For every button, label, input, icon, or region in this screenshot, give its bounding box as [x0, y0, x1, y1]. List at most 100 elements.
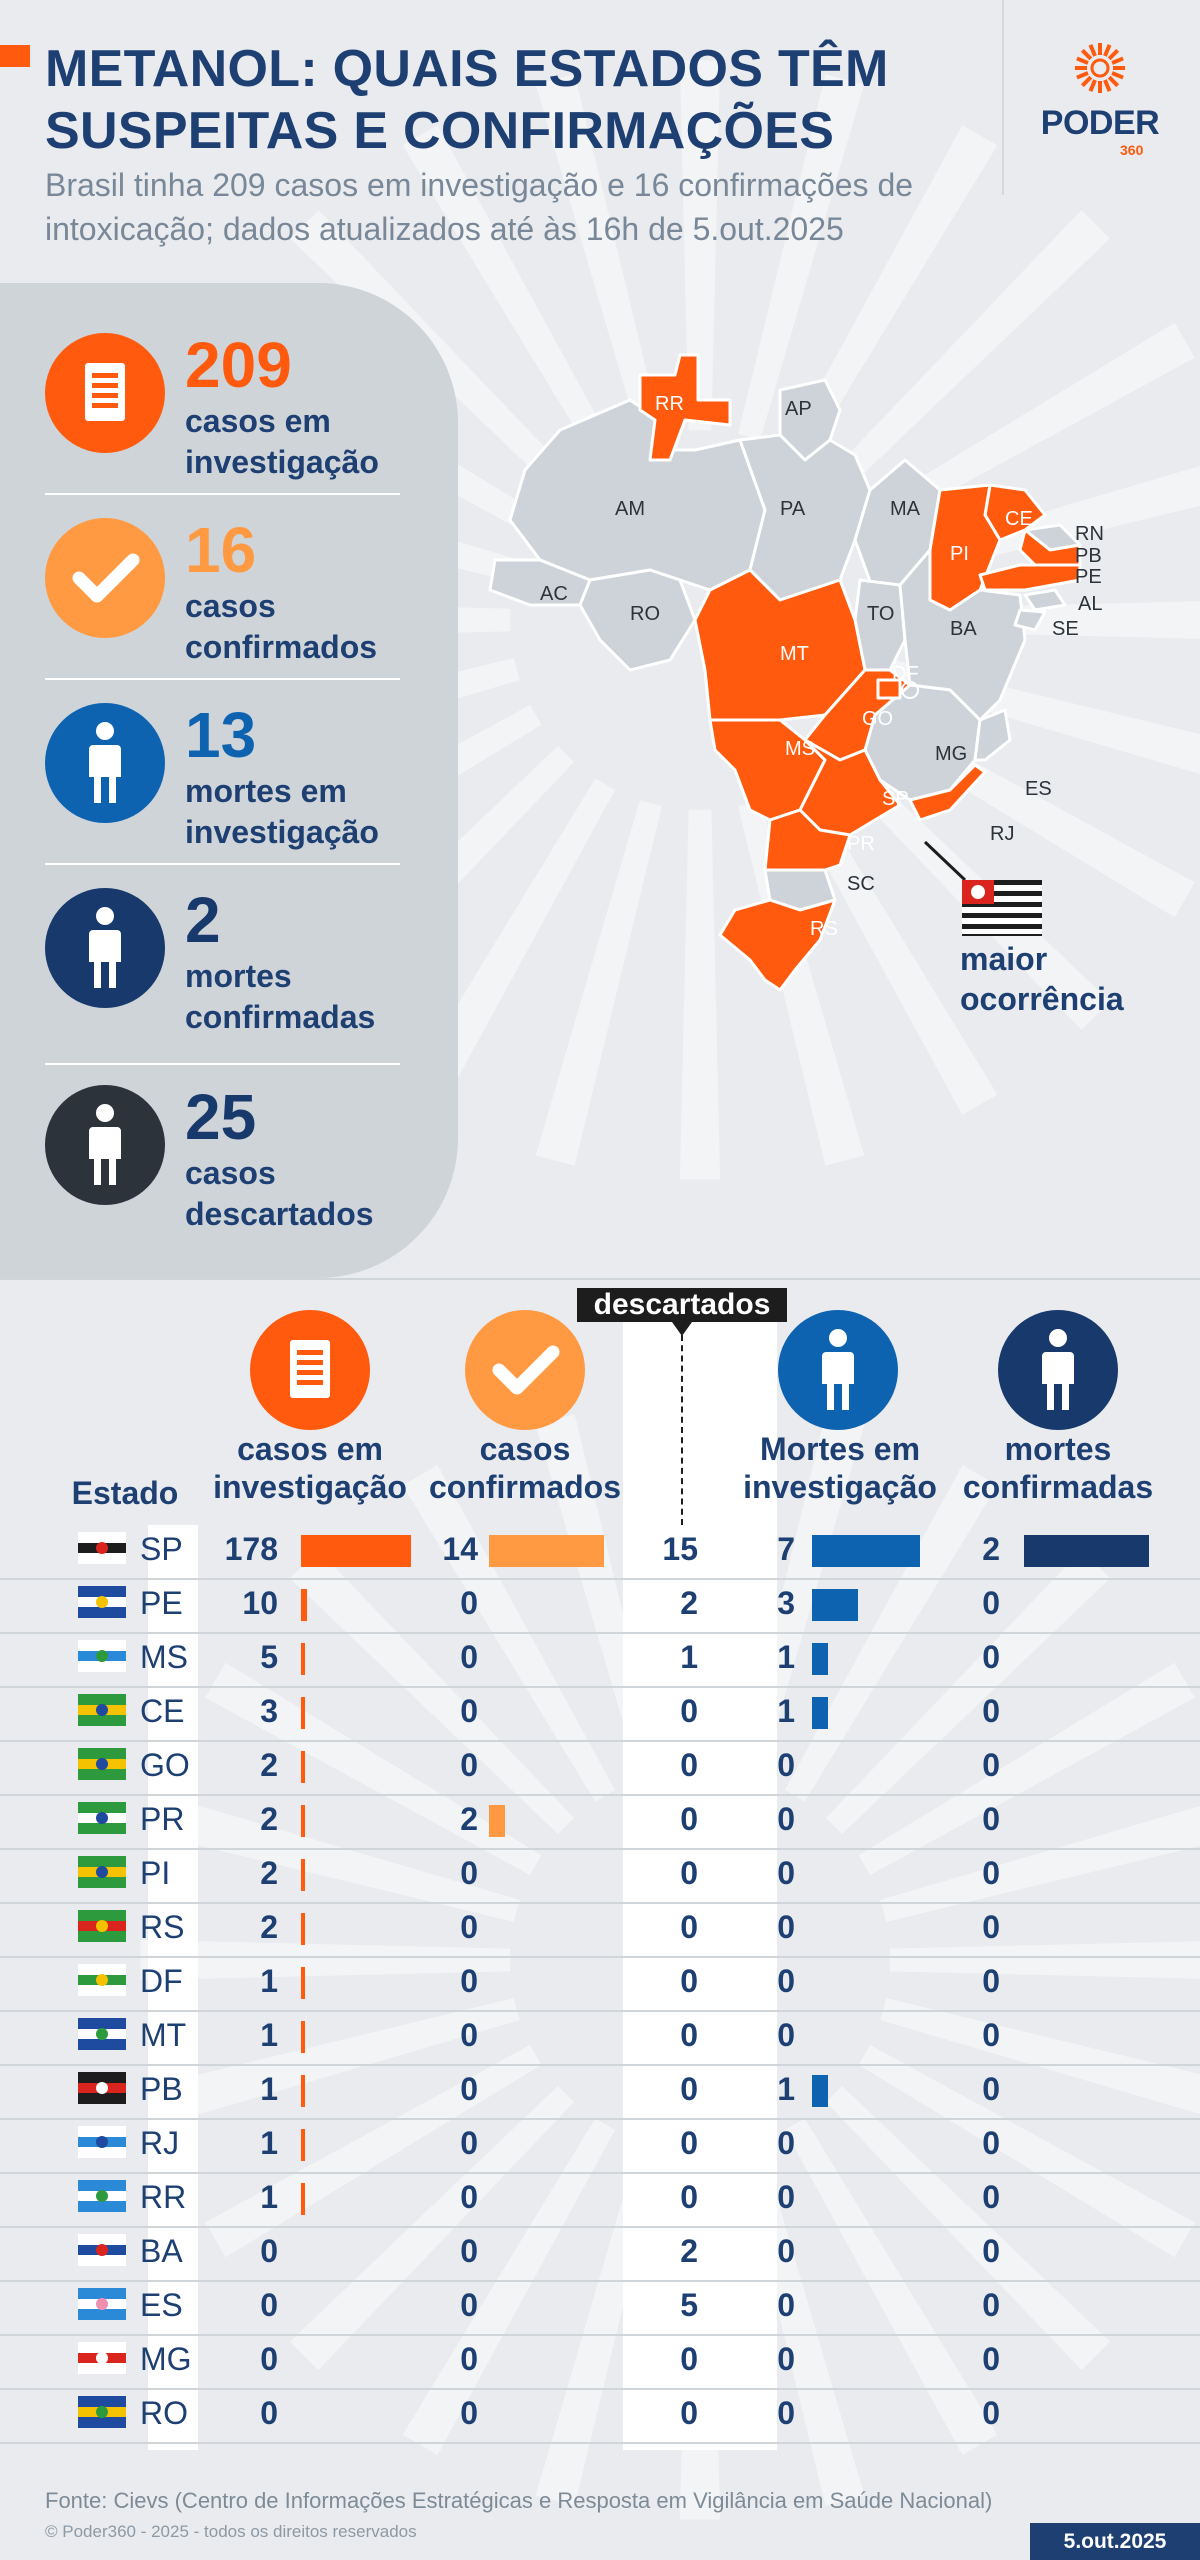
copyright-note: © Poder360 - 2025 - todos os direitos re…: [45, 2522, 417, 2541]
row-deaths-confirmed-value: 0: [982, 1639, 1000, 1675]
stat-divider: [45, 493, 400, 495]
map-label-pr: PR: [847, 833, 875, 855]
row-deaths-confirmed-value: 0: [982, 2071, 1000, 2107]
map-label-es: ES: [1025, 778, 1052, 800]
flag-rj-icon: [78, 2126, 126, 2158]
logo-ray: [1098, 81, 1102, 93]
stat-deaths-confirmed-label: mortes confirmadas: [185, 958, 376, 1035]
row-state: MS: [140, 1639, 188, 1675]
row-deaths-confirmed-value: 2: [982, 1531, 1000, 1567]
row-deaths-investigation-bar: [812, 1643, 828, 1675]
row-state: RO: [140, 2395, 188, 2431]
title-accent-bar: [0, 45, 30, 67]
person-icon: [998, 1310, 1118, 1430]
person-icon: [45, 1085, 165, 1205]
table-row: GO 2 0 0 0 0: [0, 1741, 1200, 1796]
row-deaths-investigation-bar: [812, 2075, 828, 2107]
row-state: BA: [140, 2233, 183, 2269]
map-label-am: AM: [615, 498, 645, 520]
state-SE: [1013, 608, 1047, 632]
state-RS: [718, 898, 837, 992]
map-label-mg: MG: [935, 743, 967, 765]
table-row: PR 2 2 0 0 0: [0, 1795, 1200, 1850]
map-label-pe: PE: [1075, 566, 1102, 588]
row-investigation-value: 1: [260, 2125, 278, 2161]
flag-rr-icon: [78, 2180, 126, 2212]
row-investigation-bar: [301, 1859, 305, 1891]
header-estado: Estado: [71, 1475, 179, 1511]
flag-ba-icon: [78, 2234, 126, 2266]
row-state: RR: [140, 2179, 187, 2215]
map-label-mt: MT: [780, 643, 809, 665]
source-note: Fonte: Cievs (Centro de Informações Estr…: [45, 2488, 993, 2513]
row-investigation-bar: [301, 1697, 305, 1729]
row-deaths-investigation-value: 0: [777, 2395, 795, 2431]
poder360-logo: PODER 360: [1020, 40, 1180, 170]
row-investigation-value: 0: [260, 2233, 278, 2269]
row-confirmed-value: 0: [460, 2125, 478, 2161]
table-row: PB 1 0 0 1 0: [0, 2065, 1200, 2120]
date-badge: 5.out.2025: [1030, 2523, 1200, 2560]
row-investigation-value: 5: [260, 1639, 278, 1675]
row-deaths-investigation-value: 3: [777, 1585, 795, 1621]
map-label-ap: AP: [785, 398, 812, 420]
row-deaths-investigation-value: 0: [777, 2125, 795, 2161]
check-icon: [465, 1310, 585, 1430]
row-divider: [0, 1848, 1200, 1850]
row-divider: [0, 1902, 1200, 1904]
state-PE: [978, 563, 1082, 592]
row-divider: [0, 2010, 1200, 2012]
row-discarded-value: 0: [680, 1963, 698, 1999]
table-row: RJ 1 0 0 0 0: [0, 2119, 1200, 2174]
table-row: RS 2 0 0 0 0: [0, 1903, 1200, 1958]
row-confirmed-value: 14: [442, 1531, 478, 1567]
flag-rs-icon: [78, 1910, 126, 1942]
summary-list: 209 casos em investigação 16 casos confi…: [0, 0, 460, 1280]
row-discarded-value: 1: [680, 1639, 698, 1675]
row-investigation-bar: [301, 1589, 308, 1621]
table-row: MS 5 0 1 1 0: [0, 1633, 1200, 1688]
map-label-pb: PB: [1075, 545, 1102, 567]
row-state: GO: [140, 1747, 190, 1783]
row-deaths-confirmed-value: 0: [982, 2017, 1000, 2053]
row-confirmed-value: 0: [460, 1855, 478, 1891]
logo-ray: [1103, 79, 1112, 92]
stat-divider: [45, 678, 400, 680]
row-deaths-investigation-value: 0: [777, 1963, 795, 1999]
map-label-se: SE: [1052, 618, 1079, 640]
map-label-go: GO: [862, 708, 893, 730]
row-discarded-value: 0: [680, 2017, 698, 2053]
table-row: PI 2 0 0 0 0: [0, 1849, 1200, 1904]
row-deaths-confirmed-value: 0: [982, 1909, 1000, 1945]
logo-ray: [1111, 56, 1124, 65]
table-row: PE 10 0 2 3 0: [0, 1579, 1200, 1634]
row-investigation-value: 178: [224, 1531, 278, 1567]
person-icon: [45, 703, 165, 823]
logo-ray: [1098, 43, 1102, 55]
row-state: SP: [140, 1531, 183, 1567]
flag-pb-icon: [78, 2072, 126, 2104]
descartados-header: descartados: [577, 1288, 787, 1322]
row-state: MG: [140, 2341, 192, 2377]
row-deaths-investigation-value: 0: [777, 2017, 795, 2053]
logo-ray: [1113, 66, 1125, 70]
map-label-ms: MS: [785, 738, 815, 760]
logo-ray: [1076, 56, 1089, 65]
map-label-rs: RS: [810, 918, 838, 940]
row-confirmed-value: 0: [460, 2017, 478, 2053]
row-investigation-bar: [301, 2021, 305, 2053]
flag-ce-icon: [78, 1694, 126, 1726]
stat-discarded: 25 casos descartados: [45, 1081, 400, 1269]
table-row: MT 1 0 0 0 0: [0, 2011, 1200, 2066]
state-column-band: [148, 1525, 198, 2450]
state-AL: [1023, 588, 1067, 612]
row-confirmed-value: 0: [460, 1693, 478, 1729]
row-deaths-investigation-value: 0: [777, 1909, 795, 1945]
stat-deaths-investigation-value: 13: [185, 699, 257, 771]
row-deaths-investigation-value: 0: [777, 2341, 795, 2377]
row-deaths-confirmed-value: 0: [982, 1747, 1000, 1783]
logo-ray: [1075, 66, 1087, 70]
row-deaths-confirmed-value: 0: [982, 1693, 1000, 1729]
flag-df-icon: [78, 1964, 126, 1996]
